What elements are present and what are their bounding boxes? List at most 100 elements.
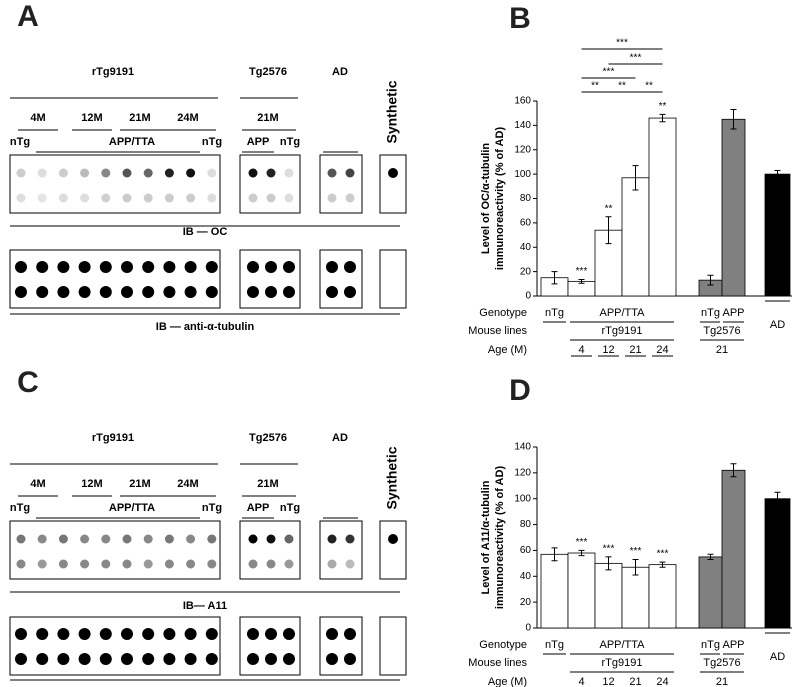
dot [163, 261, 176, 273]
dot [80, 168, 90, 178]
bar [698, 556, 723, 629]
dot [283, 286, 295, 298]
panel-label: C [17, 366, 39, 399]
dot [101, 559, 111, 569]
bracket-label: *** [616, 38, 628, 49]
dot [326, 653, 338, 665]
error-bar [551, 547, 558, 562]
error-bar [578, 549, 585, 557]
dot [266, 559, 276, 569]
significance-label: *** [576, 266, 588, 277]
line-label: Tg2576 [249, 432, 287, 444]
dot [345, 168, 355, 178]
dot [207, 168, 217, 178]
dot [265, 286, 277, 298]
age-label: 21M [129, 478, 150, 490]
dot [247, 628, 259, 640]
y-tick-label: 40 [520, 242, 532, 253]
genotype-label: APP/TTA [599, 639, 645, 651]
dot [121, 628, 133, 640]
dot [16, 193, 26, 203]
dot [344, 628, 356, 640]
error-bar [774, 169, 781, 179]
dot [247, 286, 259, 298]
dot [265, 261, 277, 273]
dot [345, 534, 355, 544]
dot [122, 193, 132, 203]
error-bar [551, 271, 558, 285]
significance-label: ** [659, 101, 667, 112]
y-tick-label: 40 [520, 571, 532, 582]
dot [205, 286, 218, 298]
age-label: 4M [30, 478, 45, 490]
blot-box [239, 249, 301, 309]
error-bar [659, 113, 666, 123]
dot [326, 628, 338, 640]
dot [57, 286, 70, 298]
age-label: 4 [578, 676, 584, 687]
dot [36, 286, 49, 298]
genotype-label: nTg [701, 307, 720, 319]
dot [36, 653, 49, 665]
age-label: 21 [716, 676, 728, 687]
row-label: Age (M) [488, 344, 527, 356]
y-axis-label: immunoreactivity (% of AD) [494, 127, 506, 271]
genotype-label: nTg [545, 307, 564, 319]
y-tick-label: 20 [520, 266, 532, 277]
age-label: 12 [602, 676, 614, 687]
dot [186, 193, 196, 203]
genotype-label: nTg [202, 136, 222, 148]
dot [121, 261, 133, 273]
dot [37, 559, 47, 569]
dot [99, 653, 112, 665]
y-tick-label: 100 [514, 493, 531, 504]
dot [184, 261, 197, 273]
dot [163, 628, 176, 640]
y-tick-label: 80 [520, 193, 532, 204]
error-bar [632, 165, 639, 191]
synthetic-label: Synthetic [384, 80, 400, 143]
blot-box [9, 520, 221, 580]
significance-label: *** [576, 537, 588, 548]
dot [122, 559, 132, 569]
dot [248, 534, 258, 544]
y-tick-label: 0 [525, 291, 531, 302]
dot [78, 653, 91, 665]
dot [15, 653, 27, 665]
dot [327, 193, 337, 203]
blot-box [319, 616, 363, 676]
blot-box [239, 154, 301, 214]
synthetic-label: Synthetic [384, 446, 400, 509]
error-bar [605, 216, 612, 245]
y-axis-label: immunoreactivity (% of AD) [494, 466, 506, 610]
dot [284, 534, 294, 544]
dot [143, 559, 153, 569]
dot [344, 261, 356, 273]
dot [388, 168, 398, 178]
age-label: 21M [129, 112, 150, 124]
dot [15, 286, 27, 298]
dot [121, 286, 133, 298]
dot [78, 286, 91, 298]
significance-label: *** [657, 549, 669, 560]
dot [16, 534, 26, 544]
dot [184, 628, 197, 640]
dot [266, 168, 276, 178]
bar [540, 553, 569, 629]
panel-label: B [509, 2, 531, 35]
dot [101, 168, 111, 178]
dot [122, 534, 132, 544]
row-label: Genotype [479, 639, 527, 651]
bar [594, 562, 623, 629]
blot-box [239, 616, 301, 676]
dot [248, 193, 258, 203]
dot [78, 628, 91, 640]
dot [186, 534, 196, 544]
y-tick-label: 0 [525, 623, 531, 634]
dot [345, 193, 355, 203]
bar [621, 177, 650, 297]
ib-label: IB — OC [183, 226, 228, 238]
dot [142, 628, 155, 640]
dot [37, 168, 47, 178]
